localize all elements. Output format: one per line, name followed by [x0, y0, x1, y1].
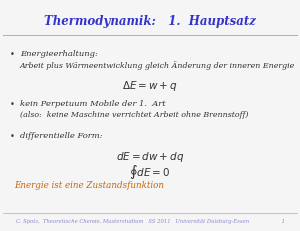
Text: C. Spotz,  Theoretische Chemie, Masterstudium   SS 2011   Universität Duisburg-E: C. Spotz, Theoretische Chemie, Masterstu…: [16, 219, 284, 224]
Text: •: •: [10, 100, 15, 109]
Text: Arbeit plus Wärmeentwicklung gleich Änderung der inneren Energie: Arbeit plus Wärmeentwicklung gleich Ände…: [20, 61, 295, 70]
Text: •: •: [10, 50, 15, 59]
Text: Energieerhaltung:: Energieerhaltung:: [20, 50, 98, 58]
Text: Thermodynamik:   1.  Hauptsatz: Thermodynamik: 1. Hauptsatz: [44, 15, 256, 28]
Text: $\oint dE = 0$: $\oint dE = 0$: [129, 163, 171, 181]
Text: $dE = dw + dq$: $dE = dw + dq$: [116, 150, 184, 164]
Text: differentielle Form:: differentielle Form:: [20, 132, 103, 140]
Text: $\Delta E = w + q$: $\Delta E = w + q$: [122, 79, 178, 93]
Text: Energie ist eine Zustandsfunktion: Energie ist eine Zustandsfunktion: [14, 181, 164, 190]
Text: (also:  keine Maschine verrichtet Arbeit ohne Brennstoff): (also: keine Maschine verrichtet Arbeit …: [20, 111, 248, 119]
Text: •: •: [10, 132, 15, 141]
Text: kein Perpetuum Mobile der 1.  Art: kein Perpetuum Mobile der 1. Art: [20, 100, 166, 108]
